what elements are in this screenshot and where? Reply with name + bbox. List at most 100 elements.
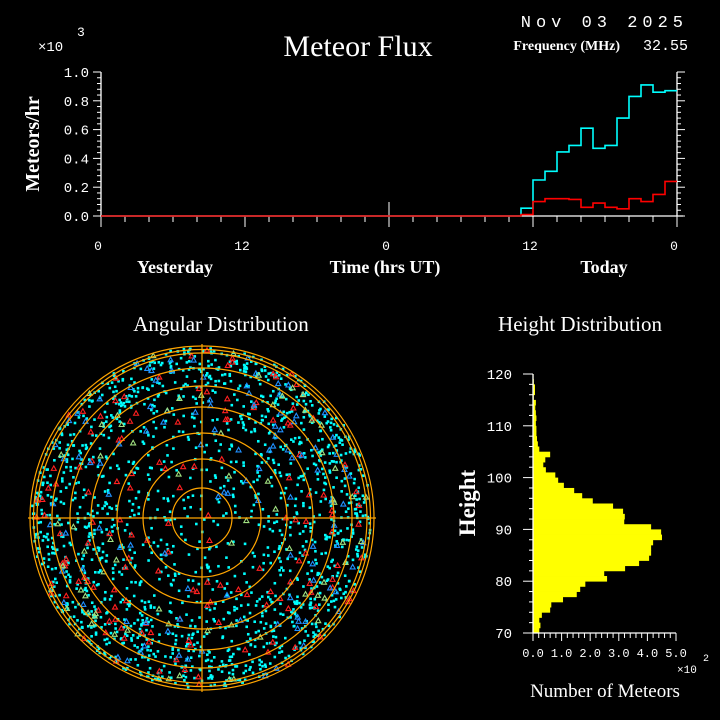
detection-point [271, 373, 275, 376]
detection-point [254, 496, 258, 499]
detection-point [243, 352, 246, 356]
detection-point [112, 397, 115, 400]
detection-point [213, 619, 216, 623]
detection-point [152, 420, 155, 424]
detection-point [152, 367, 156, 370]
detection-point [110, 381, 114, 384]
detection-point [266, 590, 269, 594]
detection-triangle-red [291, 643, 299, 650]
detection-point [140, 643, 144, 647]
detection-point [342, 592, 346, 596]
detection-point [296, 578, 299, 582]
detection-point [324, 622, 327, 625]
height-bar [533, 425, 537, 432]
detection-triangle-green [320, 578, 328, 585]
detection-point [170, 460, 173, 464]
height-x-tick-label: 5.0 [665, 647, 687, 661]
detection-point [280, 533, 284, 537]
detection-point [317, 451, 320, 454]
detection-point [183, 351, 186, 354]
detection-point [273, 608, 277, 611]
detection-point [216, 497, 219, 501]
detection-point [351, 528, 355, 531]
detection-point [278, 471, 282, 474]
detection-point [269, 394, 272, 398]
flux-x-tick-label: 0 [94, 239, 102, 254]
detection-point [156, 677, 160, 681]
detection-point [279, 560, 282, 563]
detection-point [175, 362, 179, 366]
detection-point [66, 423, 69, 426]
detection-point [46, 538, 50, 542]
detection-point [299, 606, 303, 609]
detection-point [347, 579, 351, 583]
detection-point [282, 569, 285, 572]
detection-triangle-red [228, 358, 236, 365]
detection-point [173, 572, 177, 576]
detection-point [187, 368, 191, 371]
detection-point [114, 376, 118, 380]
height-bar [533, 503, 614, 510]
detection-point [228, 372, 232, 376]
detection-point [166, 497, 170, 501]
detection-point [205, 632, 209, 636]
detection-point [227, 566, 231, 569]
detection-point [259, 667, 262, 671]
detection-point [89, 393, 92, 396]
detection-point [173, 381, 177, 384]
detection-point [52, 541, 55, 545]
detection-point [279, 445, 282, 449]
detection-point [293, 504, 297, 508]
detection-point [343, 477, 347, 480]
detection-point [261, 664, 264, 668]
detection-point [58, 593, 61, 597]
detection-point [244, 428, 248, 432]
detection-point [344, 596, 348, 599]
detection-point [63, 454, 67, 457]
detection-point [214, 358, 217, 362]
detection-point [275, 641, 278, 645]
detection-point [97, 647, 101, 651]
detection-triangle-red [176, 484, 184, 491]
detection-point [269, 598, 272, 601]
height-bar [533, 576, 608, 582]
detection-point [160, 361, 164, 365]
detection-point [285, 473, 289, 477]
detection-point [98, 447, 102, 450]
height-bar [533, 539, 654, 546]
height-bar [533, 415, 537, 422]
detection-point [271, 389, 275, 393]
detection-point [267, 431, 271, 435]
detection-point [80, 458, 83, 461]
detection-point [187, 578, 190, 582]
detection-point [177, 397, 181, 400]
detection-triangle-red [218, 455, 226, 462]
detection-point [128, 394, 131, 397]
detection-triangle-blue [65, 416, 73, 424]
detection-point [100, 556, 104, 560]
detection-point [315, 585, 319, 588]
detection-triangle-red [118, 434, 126, 441]
detection-point [74, 466, 77, 470]
detection-point [237, 387, 240, 390]
detection-point [301, 530, 305, 533]
detection-point [336, 581, 340, 585]
detection-point [220, 670, 224, 673]
detection-point [336, 532, 340, 535]
detection-point [151, 384, 154, 388]
detection-triangle-blue [167, 356, 175, 363]
detection-triangle-green [175, 394, 183, 401]
detection-point [152, 594, 156, 597]
detection-point [352, 481, 356, 485]
detection-point [302, 585, 305, 588]
detection-triangle-blue [326, 584, 334, 591]
detection-point [122, 667, 125, 670]
detection-triangle-blue [265, 446, 273, 453]
detection-point [315, 419, 319, 423]
detection-point [174, 682, 177, 685]
detection-point [305, 540, 308, 543]
detection-point [106, 402, 109, 405]
detection-point [169, 655, 172, 659]
detection-point [215, 545, 218, 549]
detection-triangle-red [155, 373, 163, 380]
